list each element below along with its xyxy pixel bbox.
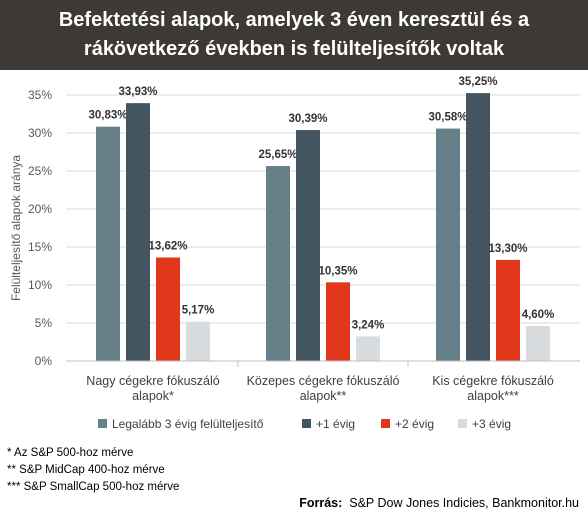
data-label: 30,58% [428, 112, 467, 124]
y-tick-label: 10% [28, 278, 52, 292]
y-tick-label: 5% [35, 316, 53, 330]
bar [466, 93, 490, 361]
legend-swatch [98, 419, 107, 428]
data-label: 33,93% [118, 86, 157, 98]
bar [266, 166, 290, 361]
source-note: Forrás: S&P Dow Jones Indicies, Bankmoni… [299, 496, 579, 510]
x-tick-label: alapok** [300, 389, 347, 403]
data-label: 13,62% [148, 240, 187, 252]
legend-label: +3 évig [472, 417, 511, 431]
data-label: 35,25% [458, 76, 497, 88]
legend-swatch [302, 419, 311, 428]
y-tick-label: 35% [28, 88, 52, 102]
footnote-3: *** S&P SmallCap 500-hoz mérve [7, 481, 180, 493]
x-tick-label: Nagy cégekre fókuszáló [86, 374, 219, 388]
bar [126, 103, 150, 361]
bar [526, 326, 550, 361]
bar [186, 321, 210, 361]
x-tick-label: Közepes cégekre fókuszáló [247, 374, 400, 388]
data-label: 30,83% [88, 110, 127, 122]
bar [296, 130, 320, 361]
chart-title-bar: Befektetési alapok, amelyek 3 éven keres… [0, 0, 588, 70]
bar [326, 282, 350, 361]
data-label: 3,24% [352, 319, 385, 331]
bar [96, 126, 120, 361]
y-axis-title: Felülteljesítő alapok aránya [9, 155, 23, 301]
x-tick-label: Kis cégekre fókuszáló [432, 374, 554, 388]
data-label: 10,35% [318, 265, 357, 277]
legend-swatch [381, 419, 390, 428]
legend-label: +2 évig [395, 417, 434, 431]
legend-label: Legalább 3 évig felülteljesítő [112, 417, 264, 431]
chart-title-line-2: rákövetkező években is felülteljesítők v… [83, 38, 505, 60]
data-label: 30,39% [288, 113, 327, 125]
bar [496, 259, 520, 361]
footnote-2: ** S&P MidCap 400-hoz mérve [7, 464, 165, 476]
footnote-1: * Az S&P 500-hoz mérve [7, 447, 134, 459]
bar [156, 257, 180, 361]
data-label: 13,30% [488, 243, 527, 255]
chart-title-line-1: Befektetési alapok, amelyek 3 éven keres… [58, 9, 530, 31]
y-tick-label: 15% [28, 240, 52, 254]
bar [436, 128, 460, 361]
y-tick-label: 25% [28, 164, 52, 178]
y-tick-label: 0% [35, 354, 53, 368]
bar-chart: 0% 5% 10% 15% 20% 25% 30% 35% Felülteljesítő ala… [9, 76, 580, 431]
bar [356, 336, 380, 361]
legend-swatch [458, 419, 467, 428]
data-label: 25,65% [258, 149, 297, 161]
data-label: 4,60% [522, 309, 555, 321]
x-tick-label: alapok*** [467, 389, 519, 403]
x-tick-label: alapok* [132, 389, 174, 403]
y-tick-label: 20% [28, 202, 52, 216]
source-text: S&P Dow Jones Indicies, Bankmonitor.hu [349, 496, 579, 510]
y-tick-label: 30% [28, 126, 52, 140]
data-label: 5,17% [182, 305, 215, 317]
source-label: Forrás: [299, 496, 343, 510]
legend-label: +1 évig [316, 417, 355, 431]
